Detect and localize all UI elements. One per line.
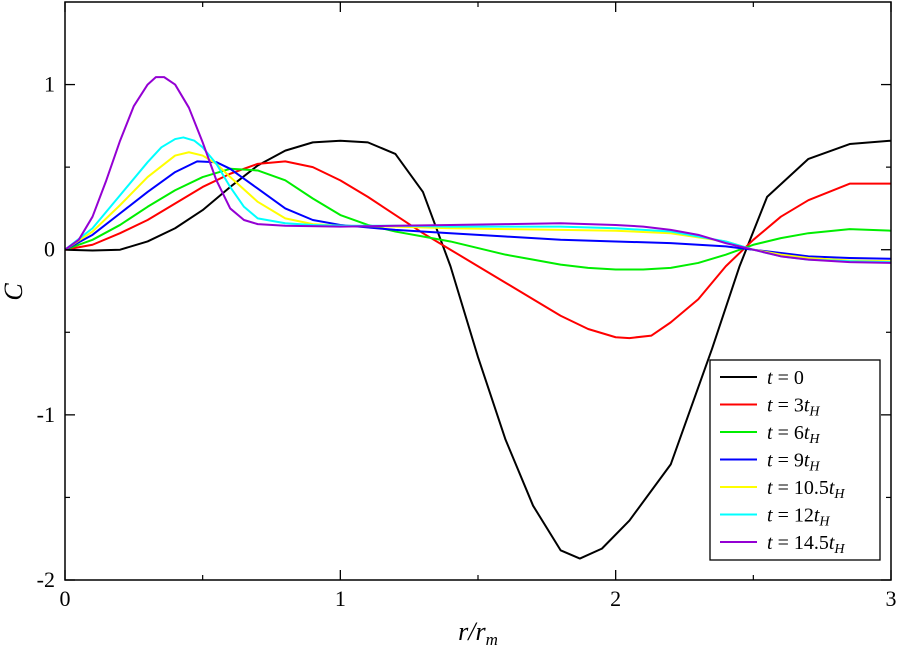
- legend-entry-1: t = 3tH: [767, 395, 820, 420]
- y-tick-label: 1: [44, 72, 55, 97]
- axis-ticks: 0 1 2 3 -2 -1 0 1: [37, 2, 897, 611]
- series-line-5: [64, 136, 892, 264]
- series-line-2: [64, 167, 892, 271]
- series-line-6: [64, 76, 892, 264]
- y-tick-label: -1: [37, 402, 55, 427]
- series-line-4: [64, 151, 892, 263]
- legend-entry-2: t = 6tH: [767, 422, 820, 447]
- x-tick-label: 0: [60, 586, 71, 611]
- legend-entry-4: t = 10.5tH: [767, 477, 845, 502]
- series-lines: [64, 76, 892, 560]
- series-line-3: [64, 160, 892, 260]
- y-axis-label: C: [0, 283, 28, 301]
- legend-entry-3: t = 9tH: [767, 450, 820, 475]
- legend-entry-0: t = 0: [767, 367, 804, 389]
- x-tick-label: 1: [335, 586, 346, 611]
- x-tick-label: 3: [886, 586, 897, 611]
- x-axis-label: r/rm: [458, 617, 498, 649]
- legend-entry-5: t = 12tH: [767, 505, 830, 530]
- legend-entry-6: t = 14.5tH: [767, 532, 845, 557]
- y-tick-label: -2: [37, 567, 55, 592]
- series-line-0: [64, 139, 892, 560]
- x-tick-label: 2: [610, 586, 621, 611]
- series-line-1: [64, 160, 891, 340]
- y-tick-label: 0: [44, 237, 55, 262]
